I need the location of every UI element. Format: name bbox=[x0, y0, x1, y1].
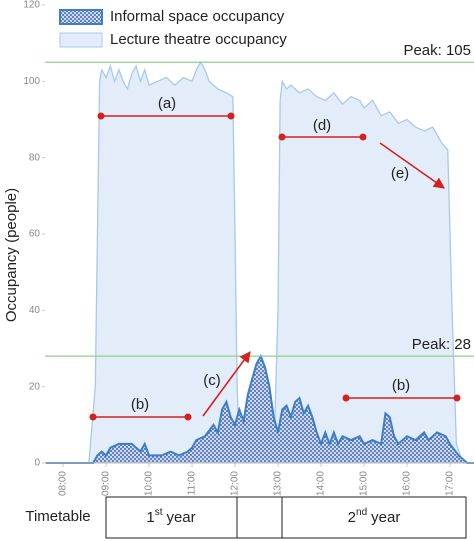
annotation-label: (d) bbox=[313, 117, 331, 134]
x-tick-label: 17:00 bbox=[445, 471, 456, 496]
block-text: year bbox=[166, 509, 195, 526]
annotation-dot bbox=[184, 413, 192, 421]
annotation-label: (b) bbox=[131, 396, 149, 413]
timetable-title: Timetable bbox=[25, 508, 90, 525]
x-tick-label: 11:00 bbox=[187, 471, 198, 496]
annotation-dot bbox=[278, 133, 286, 141]
area-fill bbox=[45, 356, 474, 463]
y-tick-label: 0 bbox=[34, 458, 40, 469]
y-tick-label: 40 bbox=[29, 305, 41, 316]
timetable-block: 2nd year bbox=[348, 507, 401, 526]
legend-label: Lecture theatre occupancy bbox=[110, 31, 287, 48]
y-tick-label: 60 bbox=[29, 229, 41, 240]
y-tick-label: 120 bbox=[23, 0, 40, 11]
x-tick-label: 10:00 bbox=[144, 471, 155, 496]
annotation-label: (a) bbox=[158, 95, 176, 112]
peak-label: Peak: 28 bbox=[412, 336, 471, 353]
annotation-label: (e) bbox=[391, 165, 409, 182]
area-fill bbox=[45, 62, 474, 463]
annotation-dot bbox=[342, 394, 350, 402]
area-line bbox=[45, 353, 474, 464]
x-tick-label: 09:00 bbox=[101, 471, 112, 496]
x-tick-label: 16:00 bbox=[402, 471, 413, 496]
annotation-label: (c) bbox=[203, 372, 221, 389]
y-tick-label: 20 bbox=[29, 381, 41, 392]
x-tick-label: 08:00 bbox=[58, 471, 69, 496]
y-tick-label: 100 bbox=[23, 76, 40, 87]
annotation-dot bbox=[89, 413, 97, 421]
peak-label: Peak: 105 bbox=[403, 42, 471, 59]
legend-swatch bbox=[59, 32, 103, 48]
legend-label: Informal space occupancy bbox=[110, 8, 285, 25]
annotation-dot bbox=[359, 133, 367, 141]
annotation-dot bbox=[453, 394, 461, 402]
x-tick-label: 15:00 bbox=[359, 471, 370, 496]
block-text: year bbox=[371, 509, 400, 526]
y-tick-label: 80 bbox=[29, 152, 41, 163]
x-tick-label: 12:00 bbox=[230, 471, 241, 496]
timetable-block: 1st year bbox=[146, 507, 195, 526]
ordinal: 1 bbox=[146, 509, 154, 526]
legend-swatch bbox=[59, 9, 103, 25]
ordinal: 2 bbox=[348, 509, 356, 526]
plot: 0 20 40 60 80 100 120 08:00 09:00 10:00 11:00 12:00… bbox=[23, 0, 474, 496]
annotation-dot bbox=[97, 112, 105, 120]
annotation-label: (b) bbox=[392, 377, 410, 394]
timetable: Timetable 1st year 2nd year bbox=[25, 496, 467, 539]
annotation-line bbox=[379, 142, 445, 189]
ordinal-suffix: st bbox=[155, 507, 163, 518]
x-tick-label: 14:00 bbox=[316, 471, 327, 496]
x-tick-label: 13:00 bbox=[273, 471, 284, 496]
timetable-box bbox=[105, 496, 467, 539]
y-axis-label: Occupancy (people) bbox=[3, 188, 20, 322]
ordinal-suffix: nd bbox=[356, 507, 367, 518]
annotation-line bbox=[202, 351, 251, 417]
annotation-dot bbox=[227, 112, 235, 120]
